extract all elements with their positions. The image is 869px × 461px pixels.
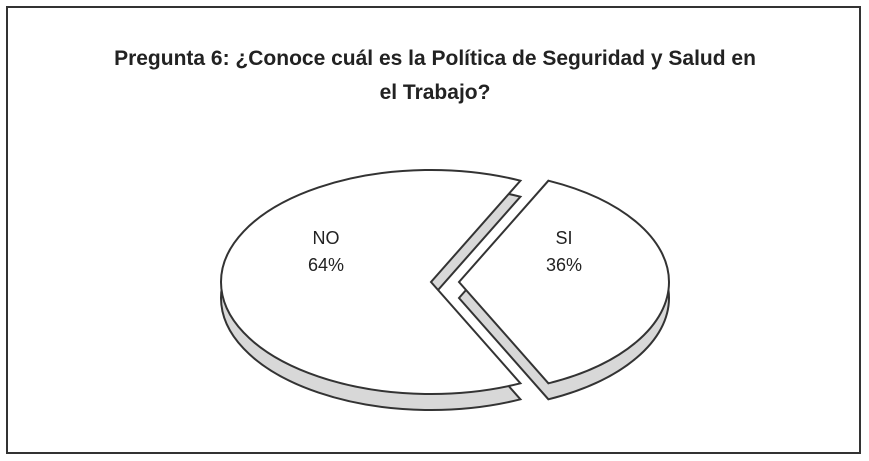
slice <box>457 179 671 385</box>
slice <box>220 169 523 395</box>
slice-category-label: NO <box>313 228 340 248</box>
slice-category-label: SI <box>555 228 572 248</box>
slice-value-label: 36% <box>546 255 582 275</box>
chart-title: Pregunta 6: ¿Conoce cuál es la Política … <box>114 47 756 104</box>
chart-frame <box>6 6 861 454</box>
slice-value-label: 64% <box>308 255 344 275</box>
